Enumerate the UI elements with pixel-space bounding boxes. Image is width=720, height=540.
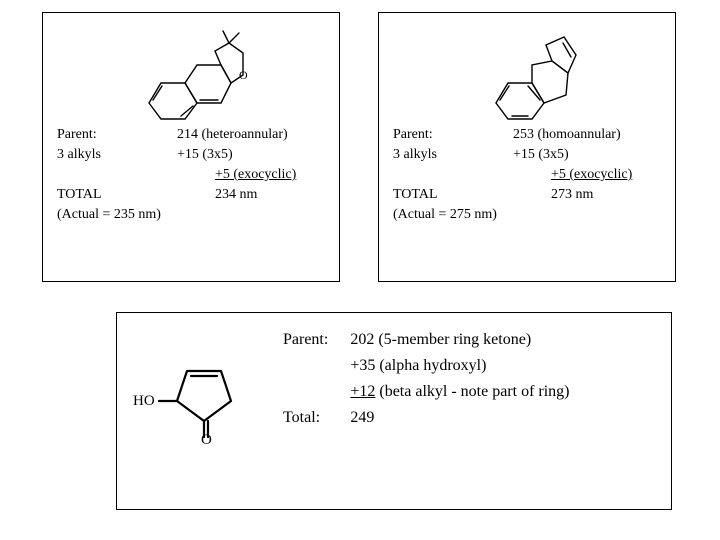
- exocyclic-value: +5 (exocyclic): [175, 165, 298, 185]
- total-value: 234 nm: [175, 185, 298, 205]
- panel-bottom: HO O Parent: 202 (5-member ring ketone) …: [116, 312, 672, 510]
- structure-homoannular: [472, 21, 582, 121]
- exocyclic-value: +5 (exocyclic): [511, 165, 634, 185]
- structure-hydroxycyclopentenone: HO O: [129, 345, 259, 445]
- parent-label: Parent:: [279, 327, 346, 353]
- calc-rows-right: Parent: 253 (homoannular) 3 alkyls +15 (…: [391, 125, 634, 225]
- calc-rows-bottom: Parent: 202 (5-member ring ketone) +35 (…: [279, 327, 574, 431]
- beta-value: +12: [350, 383, 375, 400]
- alkyls-value: +15 (3x5): [175, 145, 298, 165]
- actual-value: (Actual = 235 nm): [55, 205, 175, 225]
- parent-value: 202 (5-member ring ketone): [346, 327, 573, 353]
- panel-heteroannular: O Parent: 214 (heteroannular) 3 alkyls +…: [42, 12, 340, 282]
- o-label: O: [201, 432, 212, 445]
- alkyls-label: 3 alkyls: [391, 145, 511, 165]
- total-value: 273 nm: [511, 185, 634, 205]
- beta-note: (beta alkyl - note part of ring): [375, 383, 569, 400]
- structure-heteroannular: O: [131, 21, 251, 121]
- parent-value: 253 (homoannular): [511, 125, 634, 145]
- panel-homoannular: Parent: 253 (homoannular) 3 alkyls +15 (…: [378, 12, 676, 282]
- total-label: TOTAL: [55, 185, 175, 205]
- total-label: TOTAL: [391, 185, 511, 205]
- total-label: Total:: [279, 405, 346, 431]
- alpha-value: +35 (alpha hydroxyl): [346, 353, 573, 379]
- alkyls-label: 3 alkyls: [55, 145, 175, 165]
- structure-col: HO O: [129, 327, 279, 450]
- parent-value: 214 (heteroannular): [175, 125, 298, 145]
- total-value: 249: [346, 405, 573, 431]
- alkyls-value: +15 (3x5): [511, 145, 634, 165]
- actual-value: (Actual = 275 nm): [391, 205, 511, 225]
- ho-label: HO: [133, 393, 155, 409]
- beta-line: +12 (beta alkyl - note part of ring): [346, 379, 573, 405]
- parent-label: Parent:: [391, 125, 511, 145]
- calc-rows-left: Parent: 214 (heteroannular) 3 alkyls +15…: [55, 125, 298, 225]
- parent-label: Parent:: [55, 125, 175, 145]
- svg-text:O: O: [239, 68, 248, 82]
